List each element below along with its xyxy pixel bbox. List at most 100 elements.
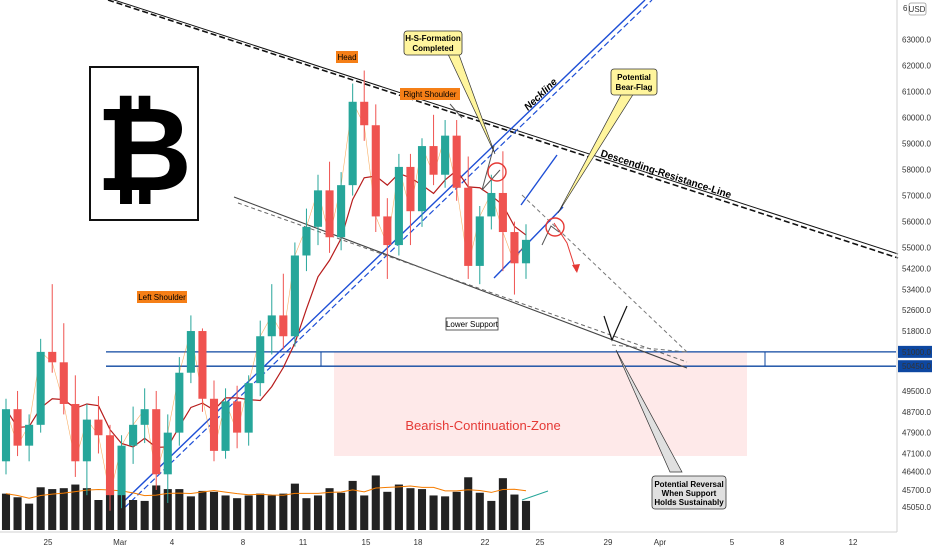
time-tick-label: 5 [730,538,735,547]
candle [487,174,496,230]
volume-bar [487,500,496,530]
bear-flag-callout: Potential Bear-Flag [557,68,658,214]
price-tick-label: 63000.0 [902,35,931,44]
price-tick-label: 47100.0 [902,449,931,458]
candle [175,357,184,446]
right-shoulder-label: Right Shoulder [404,90,457,99]
volume-bar [510,494,519,530]
candle [371,104,380,233]
time-tick-label: 4 [170,538,175,547]
moving-average-line [5,169,527,449]
support-levels [106,351,896,367]
hs-formation-callout: H-S-Formation Completed [403,30,496,155]
candle [464,156,473,279]
candle [36,338,45,433]
candle [105,424,115,511]
bear-flag-channel-top [520,154,558,206]
volume-bar [198,490,207,530]
bearish-zone-label: Bearish-Continuation-Zone [405,418,560,433]
volume-bar [267,495,276,530]
candle [186,315,195,384]
volume-bar [36,487,45,530]
price-tick-label: 55000.0 [902,244,931,253]
price-tick-label: 53400.0 [902,285,931,294]
left-shoulder-label: Left Shoulder [138,293,186,302]
time-tick-label: 12 [849,538,858,547]
price-tick-label: 47900.0 [902,429,931,438]
volume-bar [429,495,438,530]
time-tick-label: 18 [414,538,423,547]
candle [406,153,415,246]
volume-bar [140,500,149,530]
volume-bar [279,493,288,530]
volume-bar [383,491,392,530]
lower-channel-line-dashed [237,202,688,363]
candle [221,388,230,459]
bear-flag-line1: Potential [617,73,651,82]
volume-bar [129,500,138,530]
candle [383,198,392,279]
head-label: Head [337,53,356,62]
bear-flag-line2: Bear-Flag [616,83,653,92]
volume-bar [13,497,22,530]
time-tick-label: 25 [536,538,545,547]
candle [209,380,219,462]
candle [325,161,334,253]
bitcoin-logo: ₿ [89,66,199,221]
price-tick-label: 57000.0 [902,192,931,201]
reversal-line1: Potential Reversal [654,480,723,489]
candle [302,208,311,272]
price-tick-label: 46400.0 [902,468,931,477]
volume-bar [117,494,126,530]
candle [360,70,369,141]
price-axis: 6 USD 63000.0 62000.0 61000.0 60000.0 59000.… [896,0,932,532]
candle [82,403,91,496]
candle [129,406,138,464]
currency-badge: USD [909,5,926,14]
pattern-outline [5,100,527,496]
candle [48,284,57,373]
volume-bars [1,475,531,530]
candle [267,284,276,355]
time-tick-label: 8 [241,538,246,547]
candle [521,224,531,279]
volume-bar [163,489,172,530]
volume-bar [464,477,473,530]
svg-text:₿: ₿ [96,80,192,218]
volume-bar [94,500,103,530]
candle [313,174,323,246]
lower-support-callout: Lower Support [445,317,499,331]
flag-zigzag [541,225,560,246]
price-tick-label: 56000.0 [902,218,931,227]
candle [13,390,22,457]
price-tick-label: 49500.0 [902,387,931,396]
price-tick-label: 48700.0 [902,408,931,417]
bear-flag-circle [545,217,565,237]
volume-bar [371,475,380,530]
candle [233,385,242,449]
candle [71,375,80,477]
candle [1,398,11,475]
candle [498,151,507,272]
volume-bar [337,492,346,530]
candle [394,153,403,256]
level-badge [898,360,932,373]
descending-resistance-line-outer [112,0,899,255]
price-axis-top-label: 6 [903,4,908,13]
volume-bar [244,495,253,530]
hs-break-circle [487,162,507,182]
pattern-arrows [449,103,628,501]
projection-down-arrow [481,145,501,191]
pattern-labels: Left Shoulder Head Right Shoulder [137,51,460,303]
volume-bar [360,495,369,530]
time-tick-label: 29 [604,538,613,547]
right-shoulder-arrow [449,103,463,119]
price-tick-label: 58000.0 [902,166,931,175]
time-tick-label: 8 [780,538,785,547]
price-tick-label: 61000.0 [902,87,931,96]
level-badge [898,345,932,358]
time-tick-label: Mar [113,538,127,547]
price-tick-label: 52600.0 [902,306,931,315]
reversal-callout: Potential Reversal When Support Holds Su… [615,349,727,510]
candle [152,390,161,490]
